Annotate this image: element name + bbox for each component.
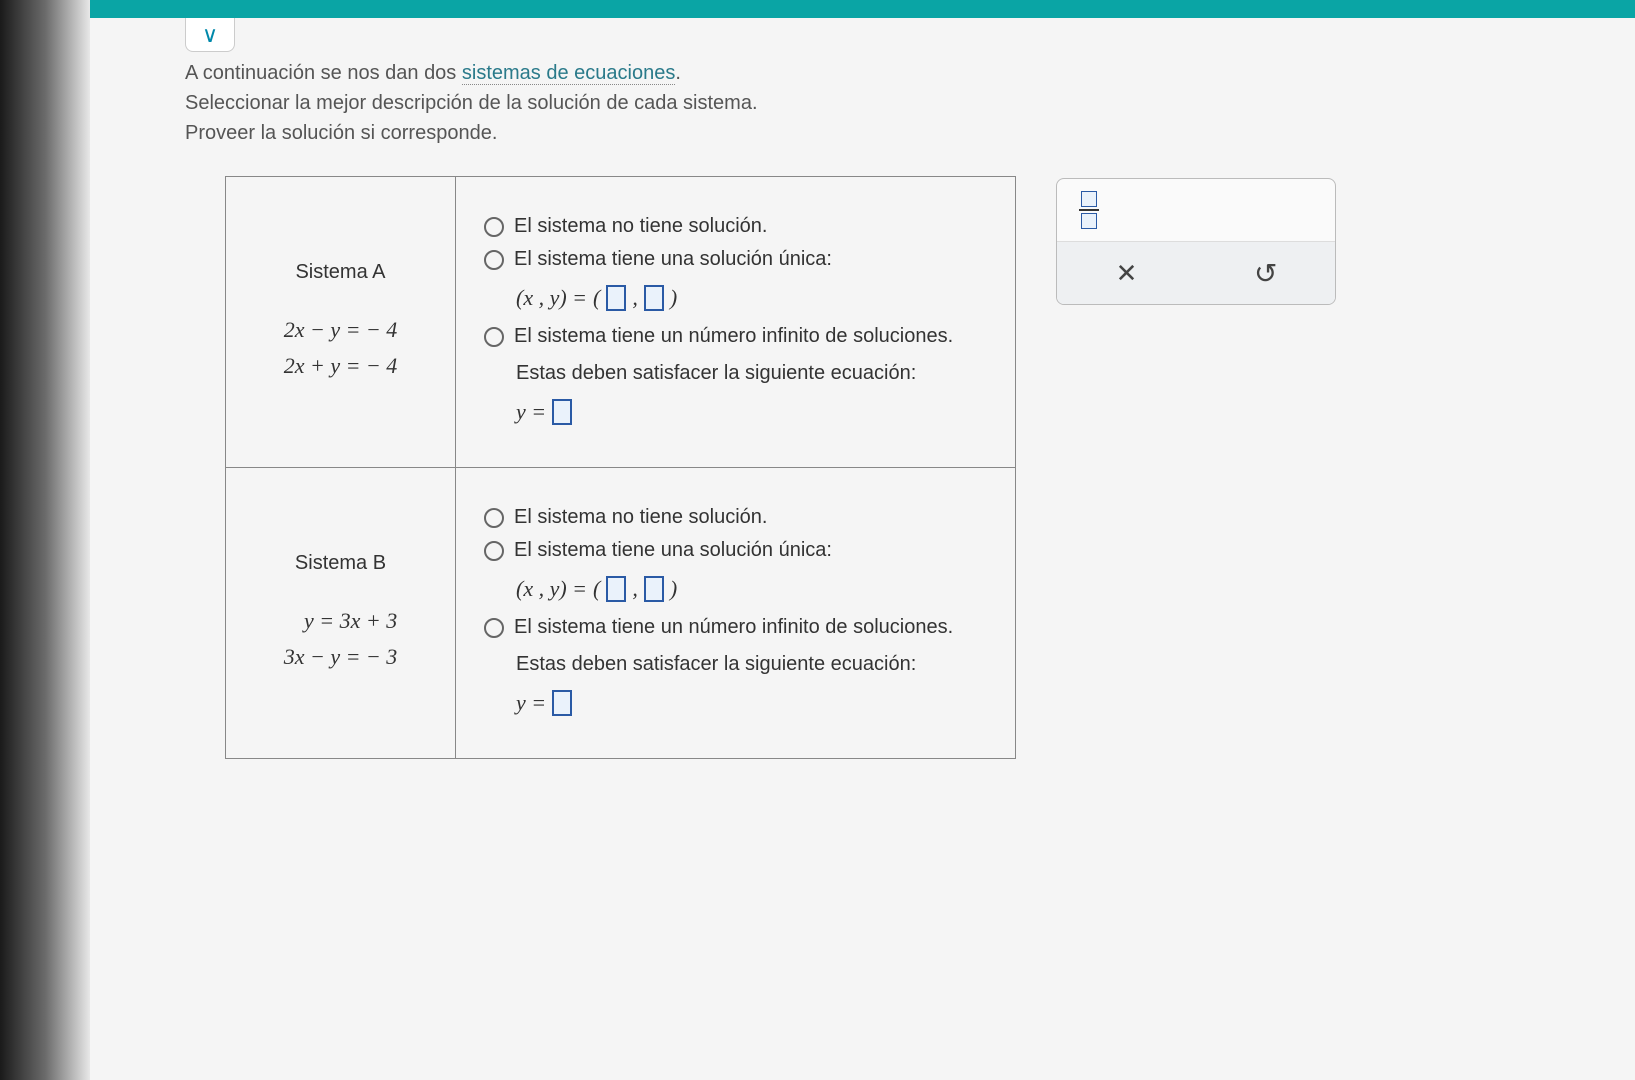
system-a-equations: 2x − y = − 4 2x + y = − 4 <box>284 312 398 382</box>
system-b-title: Sistema B <box>254 552 427 575</box>
system-b-cell: Sistema B y = 3x + 3 3x − y = − 3 <box>226 468 456 759</box>
top-bar <box>0 0 1635 18</box>
radio-icon[interactable] <box>484 217 504 237</box>
satisfy-text-a: Estas deben satisfacer la siguiente ecua… <box>516 362 987 385</box>
systems-table: Sistema A 2x − y = − 4 2x + y = − 4 El s… <box>225 176 1016 759</box>
comma: , <box>632 576 638 602</box>
option-label: El sistema tiene un número infinito de s… <box>514 325 953 348</box>
main-row: Sistema A 2x − y = − 4 2x + y = − 4 El s… <box>185 176 1575 759</box>
y-label: y = <box>516 690 546 716</box>
radio-icon[interactable] <box>484 618 504 638</box>
paren: ) <box>670 576 677 602</box>
system-b-eq2: 3x − y = − 3 <box>284 639 398 674</box>
xy-input-b: (x , y) = ( , ) <box>516 576 987 602</box>
systems-link[interactable]: sistemas de ecuaciones <box>462 62 675 85</box>
system-b-eq1: y = 3x + 3 <box>284 603 398 638</box>
option-a-infinite[interactable]: El sistema tiene un número infinito de s… <box>484 325 987 348</box>
option-b-no-solution[interactable]: El sistema no tiene solución. <box>484 506 987 529</box>
fraction-icon <box>1079 191 1099 229</box>
radio-icon[interactable] <box>484 541 504 561</box>
option-a-no-solution[interactable]: El sistema no tiene solución. <box>484 215 987 238</box>
intro-text-1b: . <box>675 62 681 84</box>
y-eq-input-b: y = <box>516 690 987 716</box>
undo-button[interactable]: ↻ <box>1196 242 1335 304</box>
option-b-infinite[interactable]: El sistema tiene un número infinito de s… <box>484 616 987 639</box>
tool-panel: ✕ ↻ <box>1056 178 1336 305</box>
satisfy-text-b: Estas deben satisfacer la siguiente ecua… <box>516 653 987 676</box>
left-shadow <box>0 0 90 1080</box>
y-eq-input-a: y = <box>516 399 987 425</box>
close-icon: ✕ <box>1116 258 1138 289</box>
instructions: A continuación se nos dan dos sistemas d… <box>185 58 1575 148</box>
intro-text-1a: A continuación se nos dan dos <box>185 62 462 84</box>
table-row: Sistema A 2x − y = − 4 2x + y = − 4 El s… <box>226 177 1016 468</box>
system-b-options: El sistema no tiene solución. El sistema… <box>456 468 1016 759</box>
option-label: El sistema no tiene solución. <box>514 215 767 238</box>
tool-row-top <box>1057 179 1335 241</box>
xy-label: (x , y) = <box>516 576 587 602</box>
expand-toggle[interactable]: ∨ <box>185 18 235 52</box>
option-label: El sistema tiene una solución única: <box>514 539 832 562</box>
paren: ( <box>593 285 600 311</box>
radio-icon[interactable] <box>484 508 504 528</box>
system-a-eq2: 2x + y = − 4 <box>284 348 398 383</box>
content-area: A continuación se nos dan dos sistemas d… <box>185 58 1575 759</box>
x-input[interactable] <box>606 576 626 602</box>
fraction-tool[interactable] <box>1057 179 1335 241</box>
intro-text-3: Proveer la solución si corresponde. <box>185 122 497 144</box>
option-b-unique[interactable]: El sistema tiene una solución única: <box>484 539 987 562</box>
option-a-unique[interactable]: El sistema tiene una solución única: <box>484 248 987 271</box>
paren: ) <box>670 285 677 311</box>
option-label: El sistema no tiene solución. <box>514 506 767 529</box>
comma: , <box>632 285 638 311</box>
chevron-down-icon: ∨ <box>202 22 218 48</box>
reset-button[interactable]: ✕ <box>1057 242 1196 304</box>
xy-input-a: (x , y) = ( , ) <box>516 285 987 311</box>
table-row: Sistema B y = 3x + 3 3x − y = − 3 El sis… <box>226 468 1016 759</box>
y-eq-blank[interactable] <box>552 690 572 716</box>
radio-icon[interactable] <box>484 250 504 270</box>
tool-row-bottom: ✕ ↻ <box>1057 241 1335 304</box>
system-a-cell: Sistema A 2x − y = − 4 2x + y = − 4 <box>226 177 456 468</box>
xy-label: (x , y) = <box>516 285 587 311</box>
system-a-title: Sistema A <box>254 261 427 284</box>
system-a-options: El sistema no tiene solución. El sistema… <box>456 177 1016 468</box>
y-input[interactable] <box>644 285 664 311</box>
undo-icon: ↻ <box>1254 257 1277 290</box>
y-input[interactable] <box>644 576 664 602</box>
option-label: El sistema tiene una solución única: <box>514 248 832 271</box>
intro-text-2: Seleccionar la mejor descripción de la s… <box>185 92 758 114</box>
option-label: El sistema tiene un número infinito de s… <box>514 616 953 639</box>
paren: ( <box>593 576 600 602</box>
system-b-equations: y = 3x + 3 3x − y = − 3 <box>284 603 398 673</box>
system-a-eq1: 2x − y = − 4 <box>284 312 398 347</box>
y-label: y = <box>516 399 546 425</box>
x-input[interactable] <box>606 285 626 311</box>
y-eq-blank[interactable] <box>552 399 572 425</box>
radio-icon[interactable] <box>484 327 504 347</box>
